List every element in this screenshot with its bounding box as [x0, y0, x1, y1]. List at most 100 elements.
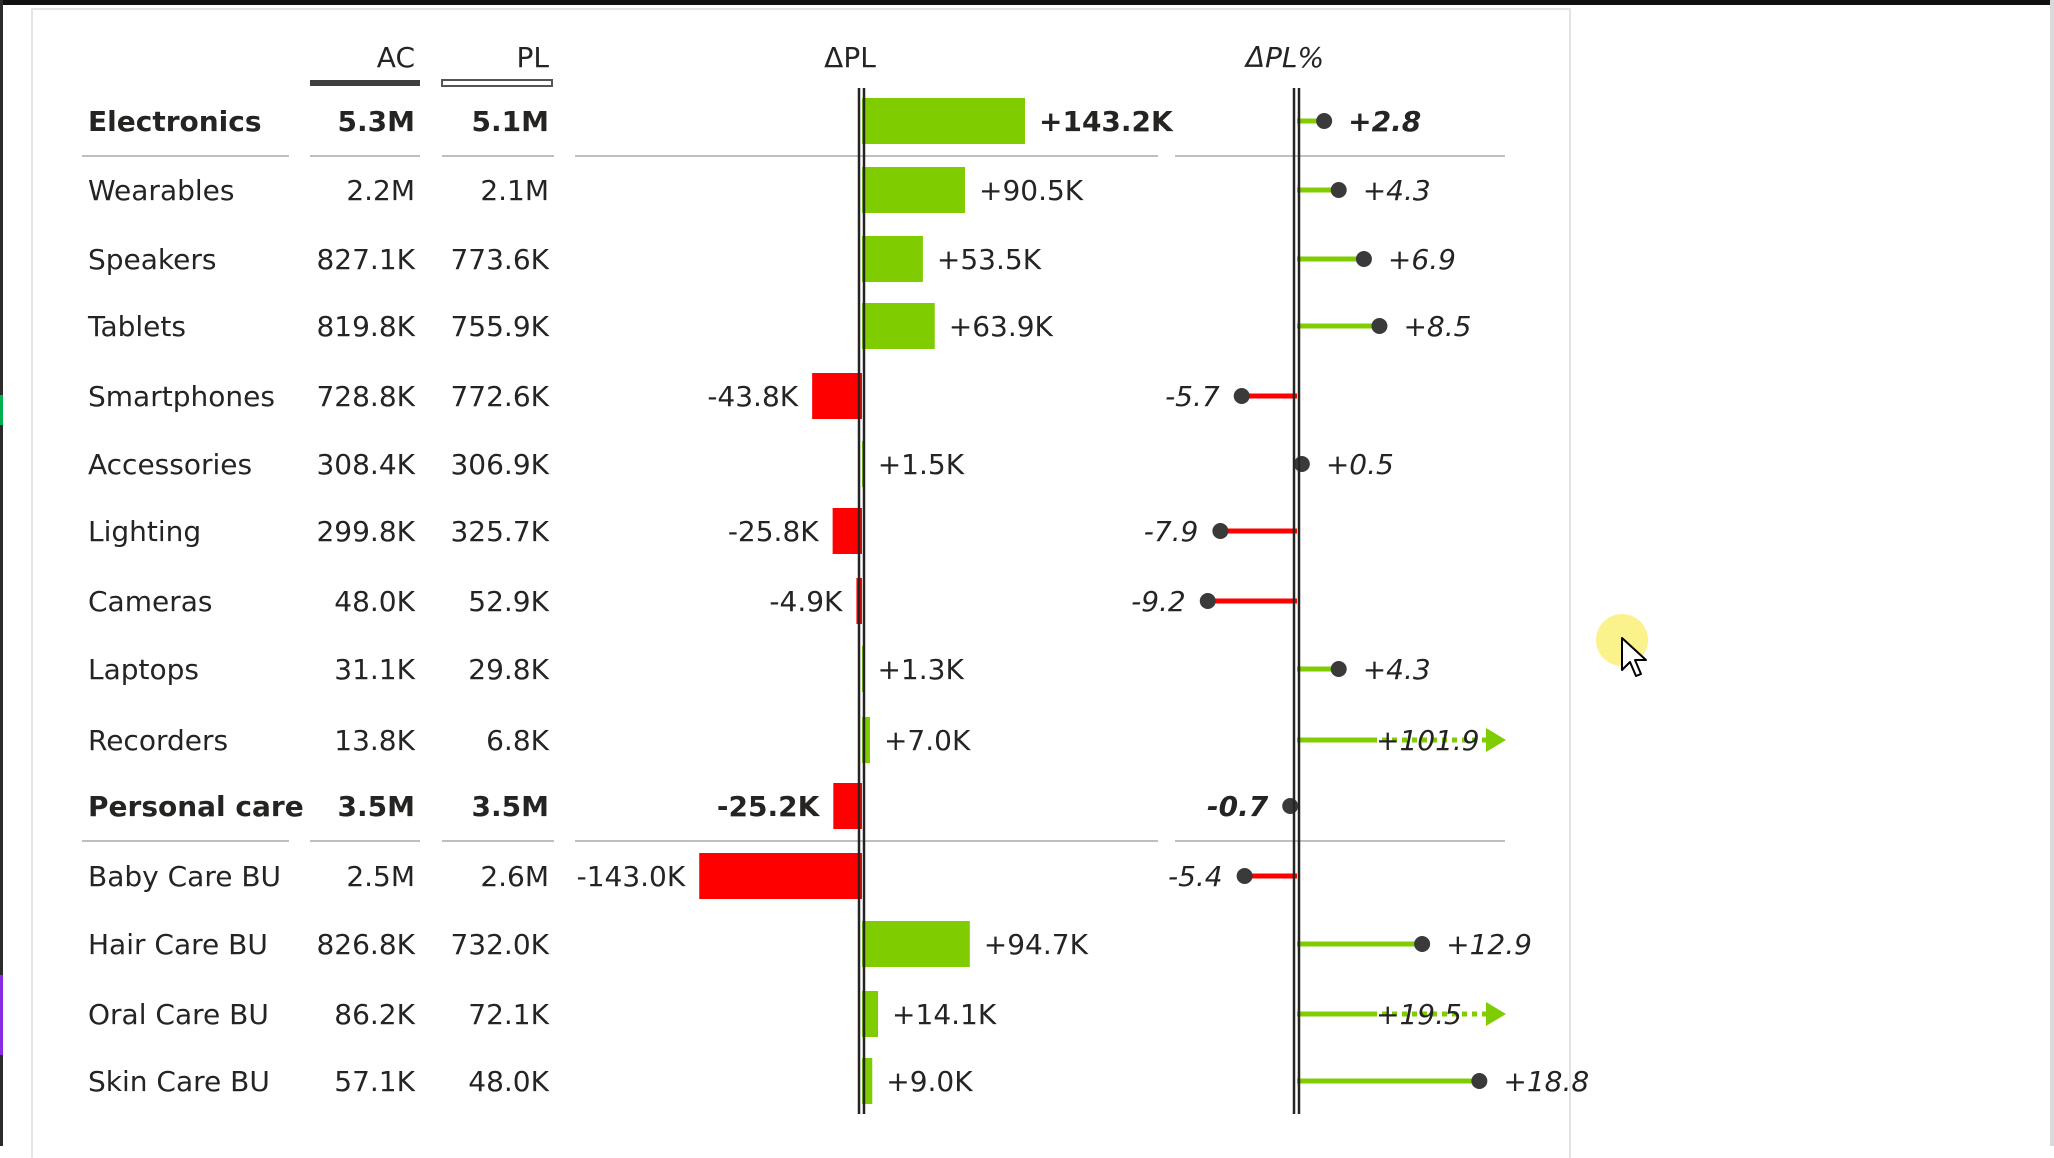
delta-pl-label: +1.5K [878, 448, 965, 481]
row-category-label: Laptops [88, 653, 199, 686]
row-pl-value: 2.1M [480, 174, 549, 207]
delta-pl-percent-label: -5.4 [1168, 860, 1223, 893]
row-category-label: Wearables [88, 174, 234, 207]
delta-pl-percent-label: +8.5 [1403, 310, 1471, 343]
delta-pl-label: +9.0K [886, 1065, 973, 1098]
row-category-label: Cameras [88, 585, 212, 618]
row-pl-value: 772.6K [450, 380, 549, 413]
row-category-label: Tablets [87, 310, 186, 343]
row-pl-value: 2.6M [480, 860, 549, 893]
window-edge-accent [0, 975, 3, 1055]
column-header-ac: AC [377, 41, 415, 74]
delta-pl-label: +143.2K [1039, 105, 1174, 138]
delta-pl-percent-dot [1414, 936, 1431, 952]
delta-pl-percent-label: -7.9 [1144, 515, 1199, 548]
row-ac-value: 48.0K [334, 585, 415, 618]
delta-pl-percent-dot [1330, 182, 1347, 198]
delta-pl-percent-label: -5.7 [1165, 380, 1220, 413]
pl-header-marker [441, 79, 553, 87]
delta-pl-label: +14.1K [892, 998, 997, 1031]
row-ac-value: 57.1K [334, 1065, 415, 1098]
screen-left-edge [0, 0, 3, 1146]
delta-pl-percent-dot [1471, 1073, 1488, 1089]
row-ac-value: 2.2M [346, 174, 415, 207]
row-ac-value: 31.1K [334, 653, 415, 686]
row-pl-value: 52.9K [468, 585, 549, 618]
row-pl-value: 732.0K [450, 928, 549, 961]
screen-right-edge [2050, 0, 2054, 1146]
delta-pl-label: +1.3K [877, 653, 964, 686]
delta-pl-percent-dot [1236, 868, 1253, 884]
row-ac-value: 819.8K [316, 310, 415, 343]
row-pl-value: 48.0K [468, 1065, 549, 1098]
row-ac-value: 308.4K [316, 448, 415, 481]
row-category-label: Recorders [88, 724, 228, 757]
delta-pl-bar [862, 921, 970, 967]
delta-pl-percent-dot [1233, 388, 1250, 404]
delta-pl-percent-dot [1371, 318, 1388, 334]
row-category-label: Smartphones [88, 380, 275, 413]
delta-pl-percent-label: +0.5 [1326, 448, 1394, 481]
row-category-label: Accessories [88, 448, 252, 481]
row-category-label: Electronics [88, 105, 262, 138]
column-header-delta-pl: ΔPL [824, 41, 876, 74]
variance-table-visual[interactable] [31, 8, 1571, 1158]
row-ac-value: 3.5M [338, 790, 415, 823]
row-category-label: Baby Care BU [88, 860, 281, 893]
row-ac-value: 86.2K [334, 998, 415, 1031]
delta-pl-percent-arrow [1486, 728, 1506, 752]
delta-pl-bar [862, 646, 864, 692]
delta-pl-percent-label: +6.9 [1388, 243, 1456, 276]
delta-pl-label: +7.0K [884, 724, 971, 757]
delta-pl-percent-dot [1355, 251, 1372, 267]
row-category-label: Personal care [88, 790, 304, 823]
column-header-pl: PL [517, 41, 550, 74]
delta-pl-percent-label: -0.7 [1207, 790, 1269, 823]
delta-pl-percent-dot [1199, 593, 1216, 609]
delta-pl-bar [862, 1058, 873, 1104]
window-edge-accent [0, 395, 3, 425]
delta-pl-label: -143.0K [577, 860, 686, 893]
delta-pl-bar [862, 98, 1025, 144]
delta-pl-label: +94.7K [984, 928, 1089, 961]
row-pl-value: 755.9K [450, 310, 549, 343]
delta-pl-bar [862, 167, 966, 213]
delta-pl-percent-label: +4.3 [1363, 174, 1431, 207]
row-ac-value: 13.8K [334, 724, 415, 757]
row-pl-value: 6.8K [486, 724, 550, 757]
screen-top-edge [0, 0, 2054, 5]
delta-pl-percent-label: +4.3 [1363, 653, 1431, 686]
row-category-label: Skin Care BU [88, 1065, 270, 1098]
delta-pl-bar [699, 853, 862, 899]
column-header-delta-pl-percent: ΔPL% [1244, 41, 1324, 74]
row-ac-value: 827.1K [316, 243, 415, 276]
row-pl-value: 306.9K [450, 448, 549, 481]
delta-pl-percent-dot [1316, 113, 1333, 129]
delta-pl-percent-label: +2.8 [1348, 105, 1421, 138]
row-ac-value: 826.8K [316, 928, 415, 961]
row-pl-value: 773.6K [450, 243, 549, 276]
delta-pl-percent-label: +12.9 [1446, 928, 1532, 961]
row-ac-value: 728.8K [316, 380, 415, 413]
delta-pl-bar [812, 373, 862, 419]
delta-pl-label: -25.8K [728, 515, 819, 548]
delta-pl-label: -43.8K [707, 380, 798, 413]
delta-pl-bar [862, 303, 935, 349]
delta-pl-percent-dot [1330, 661, 1347, 677]
delta-pl-bar [832, 508, 862, 554]
delta-pl-percent-dot [1293, 456, 1310, 472]
delta-pl-percent-label: +18.8 [1503, 1065, 1589, 1098]
delta-pl-label: -4.9K [769, 585, 843, 618]
delta-pl-bar [833, 783, 862, 829]
delta-pl-percent-dot [1282, 798, 1299, 814]
delta-pl-label: -25.2K [717, 790, 821, 823]
delta-pl-percent-dot [1212, 523, 1229, 539]
delta-pl-label: +90.5K [979, 174, 1084, 207]
delta-pl-percent-arrow [1486, 1002, 1506, 1026]
delta-pl-percent-label: +19.5 [1376, 998, 1462, 1031]
row-category-label: Lighting [88, 515, 201, 548]
row-ac-value: 2.5M [346, 860, 415, 893]
ac-header-marker [310, 80, 420, 86]
delta-pl-percent-label: -9.2 [1131, 585, 1186, 618]
